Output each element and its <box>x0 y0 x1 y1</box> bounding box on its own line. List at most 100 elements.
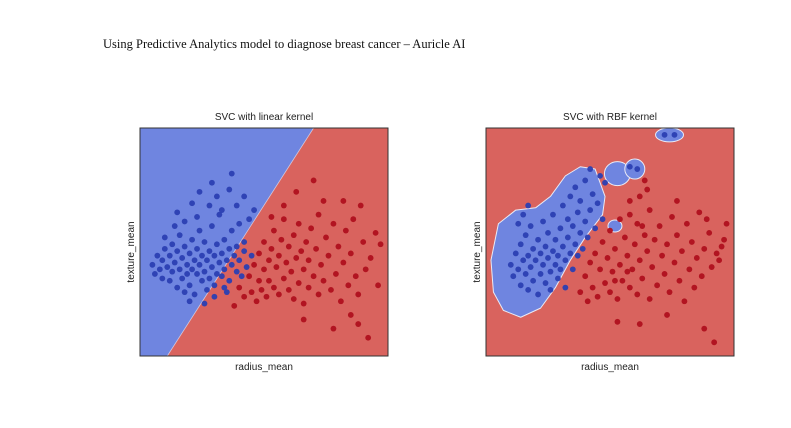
data-point-malignant <box>362 266 369 273</box>
data-point-benign <box>552 261 559 268</box>
data-point-benign <box>226 277 233 284</box>
data-point-malignant <box>708 264 715 270</box>
data-point-malignant <box>298 248 305 255</box>
data-point-malignant <box>634 291 641 298</box>
data-point-benign <box>166 277 173 284</box>
data-point-benign <box>515 220 522 227</box>
data-point-benign <box>151 271 158 277</box>
data-point-benign <box>525 286 532 293</box>
data-point-malignant <box>664 241 670 248</box>
data-point-benign <box>238 273 245 280</box>
data-point-benign <box>164 264 171 270</box>
data-point-benign <box>555 252 561 259</box>
data-point-benign <box>213 193 220 200</box>
data-point-benign <box>594 200 601 207</box>
data-point-benign <box>209 264 215 270</box>
data-point-benign <box>592 225 599 232</box>
data-point-benign <box>537 250 544 257</box>
page-title: Using Predictive Analytics model to diag… <box>103 37 466 51</box>
data-point-malignant <box>644 186 651 193</box>
data-point-benign <box>191 291 198 298</box>
data-point-malignant <box>355 321 362 327</box>
data-point-benign <box>540 261 546 268</box>
data-point-benign <box>557 266 564 273</box>
data-point-malignant <box>617 261 623 268</box>
data-point-benign <box>510 273 517 280</box>
data-point-malignant <box>594 293 601 300</box>
data-point-benign <box>236 220 243 227</box>
data-point-benign <box>542 280 549 286</box>
data-point-malignant <box>300 316 307 323</box>
data-point-benign <box>522 271 529 277</box>
data-point-benign <box>248 252 255 259</box>
data-point-benign <box>186 282 193 289</box>
data-point-benign <box>161 234 168 241</box>
data-point-benign <box>174 209 181 216</box>
data-point-benign <box>189 200 195 207</box>
data-point-malignant <box>651 236 658 243</box>
data-point-benign <box>562 284 569 291</box>
data-point-malignant <box>340 198 347 204</box>
data-point-malignant <box>681 298 688 305</box>
data-point-benign <box>194 214 200 220</box>
data-point-malignant <box>711 339 718 346</box>
data-point-benign <box>527 264 534 270</box>
data-point-benign <box>169 241 176 248</box>
data-point-malignant <box>701 325 708 332</box>
data-point-benign <box>626 163 633 170</box>
data-point-benign <box>577 229 584 236</box>
data-point-benign <box>233 243 240 250</box>
data-point-benign <box>517 282 524 289</box>
data-point-malignant <box>333 271 339 277</box>
data-point-malignant <box>313 245 319 252</box>
chart-title: SVC with linear kernel <box>215 112 313 123</box>
data-point-malignant <box>688 239 695 245</box>
data-point-benign <box>204 257 210 264</box>
data-point-malignant <box>273 264 280 270</box>
data-point-malignant <box>646 296 653 302</box>
data-point-malignant <box>659 252 665 259</box>
data-point-malignant <box>721 236 727 243</box>
data-point-malignant <box>639 275 646 282</box>
data-point-malignant <box>619 277 626 284</box>
data-point-benign <box>562 257 569 264</box>
data-point-benign <box>569 223 576 229</box>
data-point-benign <box>161 245 168 252</box>
data-point-malignant <box>671 259 678 266</box>
data-point-malignant <box>310 177 317 184</box>
data-point-malignant <box>636 193 643 200</box>
plot-area <box>140 128 388 356</box>
data-point-benign <box>577 198 584 204</box>
data-point-benign <box>557 225 564 232</box>
data-point-malignant <box>661 271 668 277</box>
data-point-benign <box>184 271 191 277</box>
data-point-benign <box>174 248 181 255</box>
data-point-benign <box>189 236 195 243</box>
data-point-benign <box>597 172 603 179</box>
data-point-benign <box>525 252 532 259</box>
data-point-malignant <box>718 243 725 250</box>
data-point-malignant <box>636 257 643 264</box>
data-point-benign <box>574 252 581 259</box>
data-point-benign <box>181 289 188 296</box>
data-point-benign <box>218 250 225 257</box>
data-point-benign <box>201 268 208 275</box>
data-point-malignant <box>624 268 631 275</box>
data-point-malignant <box>587 259 594 266</box>
data-point-benign <box>179 275 186 282</box>
data-point-benign <box>572 241 579 248</box>
data-point-benign <box>507 261 514 268</box>
data-point-malignant <box>639 223 646 229</box>
data-point-malignant <box>626 284 633 291</box>
data-point-benign <box>535 291 541 298</box>
data-point-malignant <box>256 277 262 284</box>
data-point-malignant <box>641 177 648 184</box>
data-point-benign <box>218 207 225 213</box>
data-point-malignant <box>295 280 302 286</box>
data-point-benign <box>228 227 235 234</box>
data-point-benign <box>211 252 218 259</box>
data-point-malignant <box>231 302 238 309</box>
data-point-benign <box>512 250 519 257</box>
data-point-benign <box>233 268 240 275</box>
data-point-benign <box>196 188 203 195</box>
